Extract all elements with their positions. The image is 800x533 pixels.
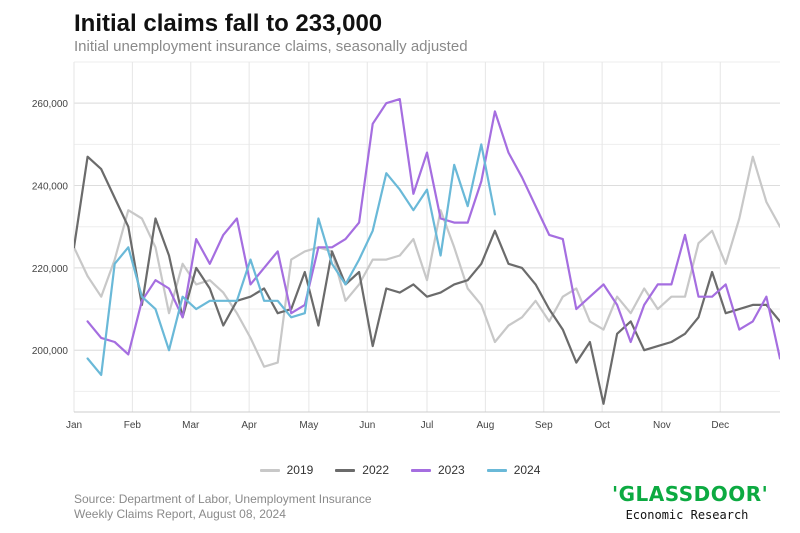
x-tick-label: Feb xyxy=(124,420,142,431)
series-line-2022 xyxy=(74,155,780,405)
legend-item-2019: 2019 xyxy=(259,463,314,477)
y-tick-label: 260,000 xyxy=(32,99,69,110)
source-line-1: Source: Department of Labor, Unemploymen… xyxy=(74,492,372,506)
chart-title: Initial claims fall to 233,000 xyxy=(74,10,383,37)
brand-subtitle: Economic Research xyxy=(625,508,749,522)
x-tick-label: May xyxy=(299,420,318,431)
chart-subtitle: Initial unemployment insurance claims, s… xyxy=(74,38,468,55)
x-tick-label: Sep xyxy=(535,420,553,431)
x-tick-label: Mar xyxy=(182,420,200,431)
glassdoor-logo: 'GLASSDOOR' xyxy=(612,482,769,506)
x-tick-label: Jun xyxy=(359,420,375,431)
source-line-2: Weekly Claims Report, August 08, 2024 xyxy=(74,507,286,521)
y-tick-label: 240,000 xyxy=(32,182,69,193)
x-tick-label: Jul xyxy=(421,420,434,431)
legend-swatch xyxy=(259,468,280,472)
legend-label: 2019 xyxy=(286,463,314,477)
x-tick-label: Nov xyxy=(653,420,671,431)
brand-block: 'GLASSDOOR' Economic Research xyxy=(612,482,769,522)
chart-legend: 2019 2022 2023 2024 xyxy=(0,463,800,477)
y-tick-label: 220,000 xyxy=(32,264,69,275)
legend-item-2023: 2023 xyxy=(411,463,465,477)
legend-label: 2023 xyxy=(438,463,465,477)
x-tick-label: Aug xyxy=(476,420,494,431)
legend-swatch xyxy=(411,468,431,472)
x-tick-label: Apr xyxy=(241,420,257,431)
legend-item-2022: 2022 xyxy=(335,463,389,477)
legend-label: 2024 xyxy=(513,463,541,477)
y-tick-label: 200,000 xyxy=(32,346,69,357)
series-line-2023 xyxy=(86,97,780,360)
x-tick-label: Dec xyxy=(711,420,729,431)
legend-swatch xyxy=(335,468,356,472)
legend-item-2024: 2024 xyxy=(486,463,541,477)
series-line-2019 xyxy=(74,155,780,368)
x-tick-label: Jan xyxy=(66,420,82,431)
legend-label: 2022 xyxy=(362,463,389,477)
x-tick-label: Oct xyxy=(594,420,610,431)
series-line-2024 xyxy=(86,143,496,376)
legend-swatch xyxy=(486,468,507,472)
source-note: Source: Department of Labor, Unemploymen… xyxy=(74,492,372,522)
